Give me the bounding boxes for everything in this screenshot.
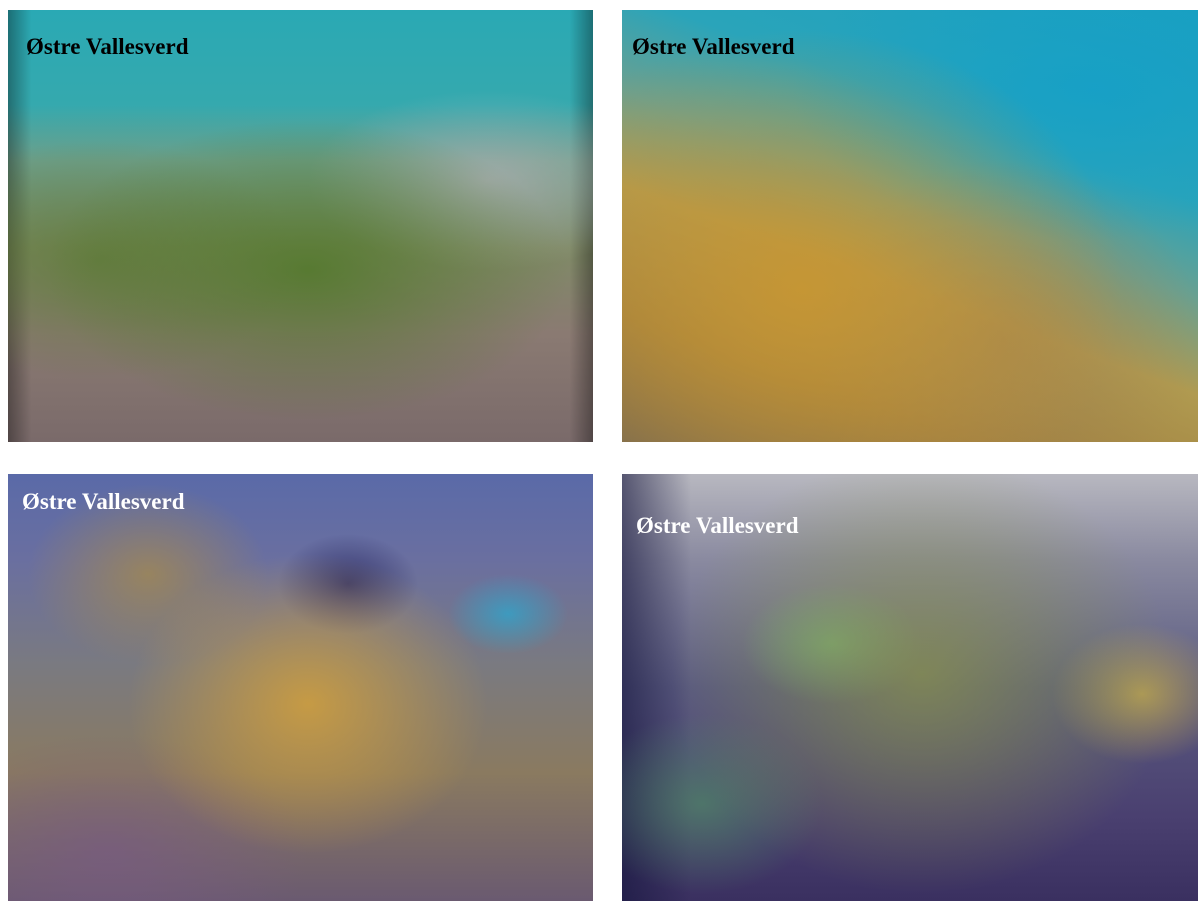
photo-label: Østre Vallesverd xyxy=(636,513,799,538)
photo: Østre Vallesverd xyxy=(8,474,593,901)
photo-texture xyxy=(622,474,1198,901)
photo-texture xyxy=(8,10,593,442)
photo-label: Østre Vallesverd xyxy=(22,489,185,514)
photo-label: Østre Vallesverd xyxy=(26,34,189,59)
photo-texture xyxy=(8,474,593,901)
photo-texture xyxy=(622,10,1198,442)
photo: Østre Vallesverd xyxy=(8,10,593,442)
photo: Østre Vallesverd xyxy=(622,10,1198,442)
photo: Østre Vallesverd xyxy=(622,474,1198,901)
photo-label: Østre Vallesverd xyxy=(632,34,795,59)
